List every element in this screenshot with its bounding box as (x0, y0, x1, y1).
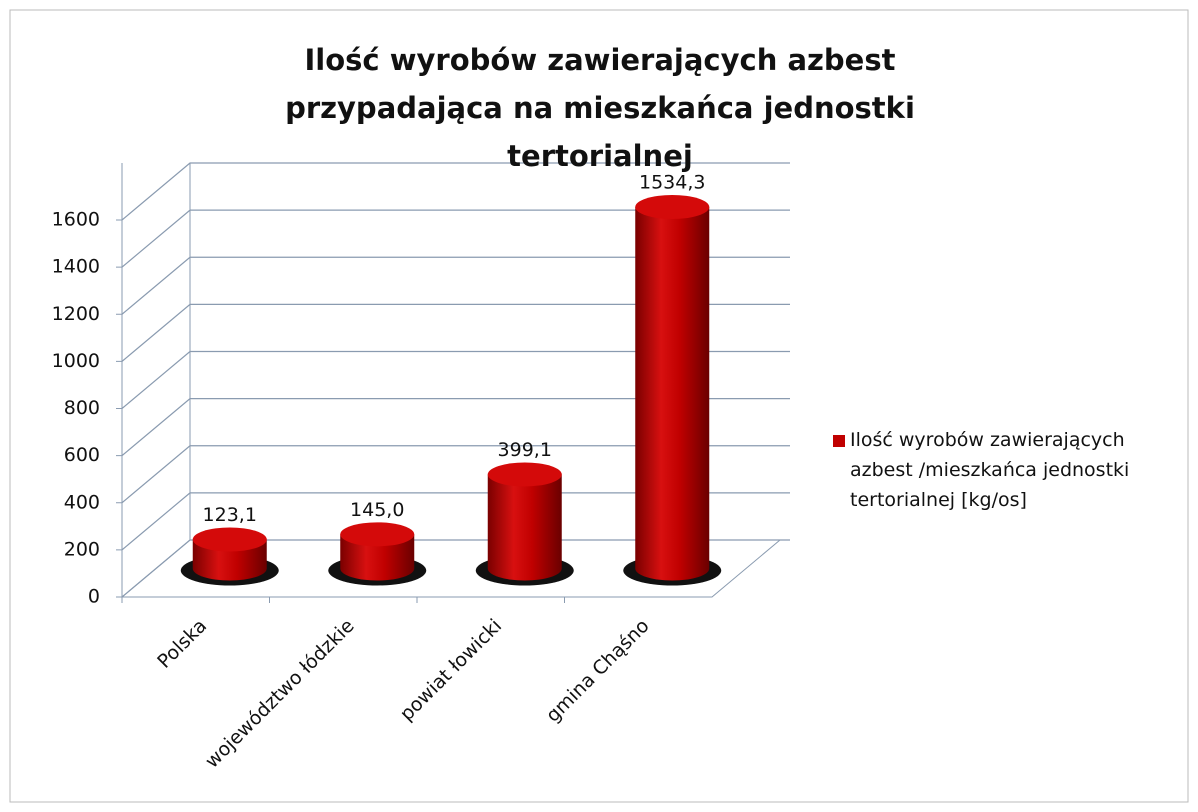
bar-body (635, 206, 710, 581)
y-tick-label: 400 (64, 491, 100, 513)
grid-line (121, 162, 790, 221)
bar (328, 522, 427, 586)
grid-line (121, 350, 790, 409)
bar-top (487, 462, 562, 487)
bar-top (340, 522, 415, 547)
x-tick-label: powiat łowicki (396, 615, 506, 725)
data-label: 123,1 (203, 504, 257, 526)
y-tick-label: 1200 (52, 303, 100, 325)
x-tick-label: Polska (153, 615, 211, 673)
legend-label: Ilość wyrobów zawierających azbest /mies… (850, 429, 1130, 511)
legend: Ilość wyrobów zawierających azbest /mies… (833, 425, 1170, 515)
y-tick-label: 600 (64, 444, 100, 466)
grid-line (121, 492, 790, 551)
grid-line (121, 303, 790, 362)
legend-swatch (833, 435, 845, 447)
data-label: 1534,3 (639, 171, 705, 193)
grid-line (121, 445, 790, 504)
data-label: 145,0 (350, 499, 404, 521)
grid-line (121, 209, 790, 268)
grid-line (121, 539, 790, 598)
chart-border (9, 9, 1189, 803)
bar (475, 462, 574, 586)
bar-body (487, 474, 562, 581)
x-tick-label: województwo łódzkie (201, 615, 359, 773)
chart-title: Ilość wyrobów zawierających azbest przyp… (285, 43, 915, 173)
y-tick-label: 0 (88, 586, 100, 608)
bar-top (635, 194, 710, 219)
y-tick-label: 1600 (52, 209, 100, 231)
bar (180, 527, 279, 586)
y-tick-label: 1400 (52, 256, 100, 278)
y-tick-label: 200 (64, 538, 100, 560)
x-tick-label: gmina Chąśno (542, 615, 654, 727)
y-tick-label: 1000 (52, 350, 100, 372)
bar (623, 194, 722, 586)
data-label: 399,1 (498, 439, 552, 461)
y-tick-label: 800 (64, 397, 100, 419)
bar-body (340, 534, 415, 581)
grid-line (121, 398, 790, 457)
grid-line (121, 256, 790, 315)
bar-top (192, 527, 267, 552)
